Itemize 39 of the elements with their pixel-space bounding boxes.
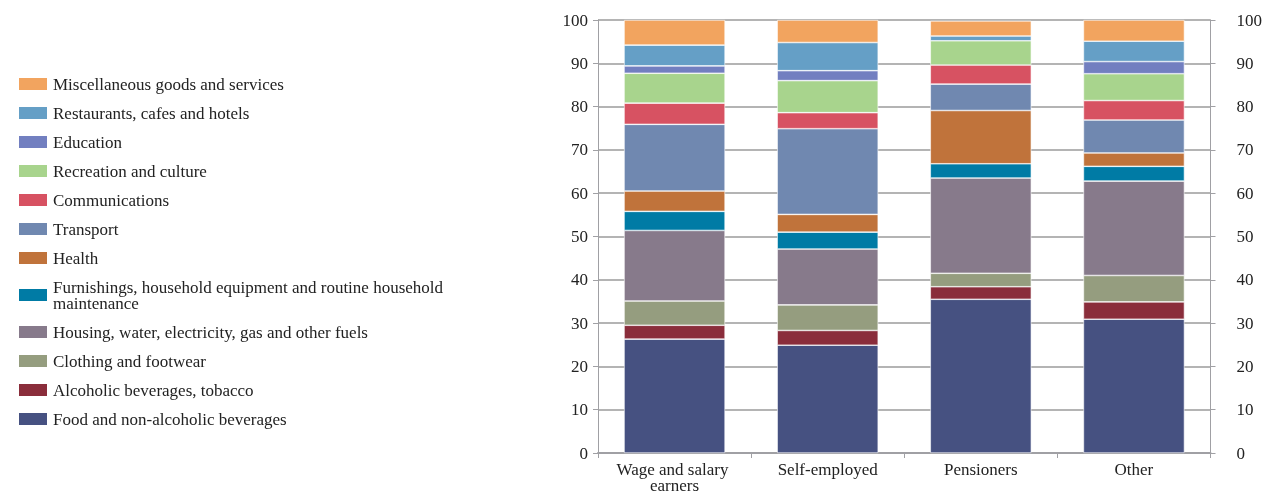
legend-label: Alcoholic beverages, tobacco — [53, 380, 254, 400]
legend-label: Clothing and footwear — [53, 351, 207, 371]
y-tick-label: 70 — [571, 140, 588, 160]
y-tick-label: 40 — [571, 270, 588, 290]
legend-label: Communications — [53, 190, 170, 210]
legend-label: Housing, water, electricity, gas and other fuels — [53, 322, 368, 342]
x-tick-label: Self-employed — [777, 459, 879, 479]
y2-tick-label: 30 — [1236, 313, 1254, 333]
y-tick-label: 80 — [571, 97, 588, 117]
x-tick-label: Other — [1114, 459, 1154, 479]
y2-tick-label: 10 — [1236, 400, 1254, 420]
x-tick-label: Wage and salary earners — [616, 459, 733, 495]
y2-tick-label: 0 — [1236, 443, 1245, 463]
legend-label: Education — [53, 132, 123, 152]
x-tick-label: Pensioners — [943, 459, 1018, 479]
legend-label: Restaurants, cafes and hotels — [53, 103, 250, 123]
legend-label: Furnishings, household equipment and routine household maintenance — [53, 277, 448, 313]
y2-tick-label: 100 — [1236, 10, 1262, 30]
y2-tick-label: 50 — [1236, 227, 1254, 246]
legend-label: Miscellaneous goods and services — [53, 74, 284, 94]
bar — [930, 20, 1032, 37]
legend-label: Recreation and culture — [53, 161, 207, 181]
legend-label: Transport — [53, 219, 119, 239]
y-tick-label: 30 — [571, 313, 588, 333]
y2-tick-label: 40 — [1236, 270, 1254, 290]
y2-tick-label: 80 — [1236, 97, 1254, 117]
y-tick-label: 0 — [579, 443, 588, 463]
y2-tick-label: 90 — [1236, 53, 1254, 73]
legend-label: Food and non-alcoholic beverages — [53, 409, 287, 429]
y2-tick-label: 70 — [1236, 140, 1254, 160]
y-tick-label: 20 — [571, 356, 588, 376]
y2-tick-label: 20 — [1236, 356, 1254, 376]
y-tick-label: 60 — [571, 183, 588, 203]
y-tick-label: 50 — [571, 227, 588, 246]
y-tick-label: 10 — [571, 400, 588, 420]
legend-label: Health — [53, 248, 99, 268]
y2-tick-label: 60 — [1236, 183, 1254, 203]
y-tick-label: 90 — [571, 53, 588, 73]
y-tick-label: 100 — [562, 10, 588, 30]
